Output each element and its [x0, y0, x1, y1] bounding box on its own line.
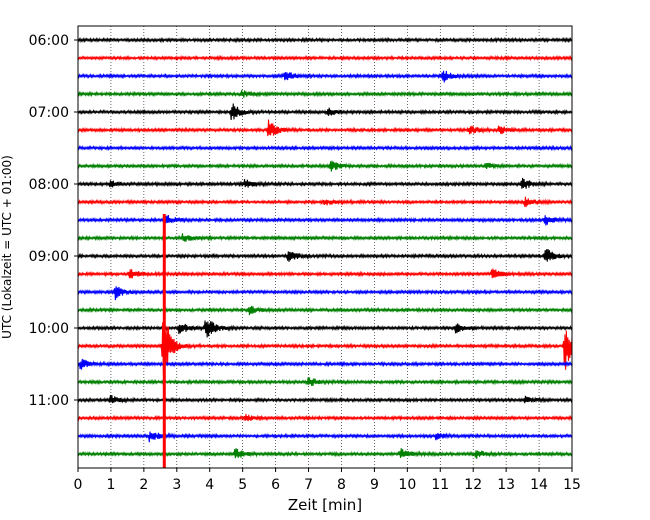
trace-11:45	[77, 448, 573, 459]
x-tick-label: 3	[172, 477, 181, 493]
x-tick-label: 11	[431, 477, 449, 493]
x-tick-label: 1	[106, 477, 115, 493]
trace-08:00	[77, 177, 573, 189]
trace-08:15	[77, 196, 573, 208]
x-tick-label: 9	[370, 477, 379, 493]
trace-09:00	[77, 249, 573, 262]
x-tick-label: 6	[271, 477, 280, 493]
trace-07:30	[77, 144, 573, 152]
x-tick-label: 13	[497, 477, 515, 493]
x-tick-label: 0	[74, 477, 83, 493]
trace-07:15	[77, 119, 573, 137]
trace-09:45	[77, 305, 573, 316]
x-axis-label: Zeit [min]	[288, 496, 362, 514]
x-tick-label: 14	[530, 477, 548, 493]
trace-11:00	[77, 395, 573, 404]
x-tick-label: 10	[398, 477, 416, 493]
x-tick-label: 15	[563, 477, 581, 493]
trace-11:30	[77, 431, 573, 443]
trace-07:00	[77, 103, 573, 121]
trace-10:45	[77, 377, 573, 386]
y-axis-label: UTC (Lokalzeit = UTC + 01:00)	[0, 155, 14, 339]
x-tick-label: 4	[205, 477, 214, 493]
trace-06:00	[77, 36, 573, 44]
trace-10:30	[77, 358, 573, 370]
x-tick-label: 7	[304, 477, 313, 493]
y-axis: 06:00 07:00 08:00 09:00 10:00 11:00	[29, 33, 78, 409]
y-tick-label: 07:00	[29, 105, 69, 121]
plot-frame	[77, 25, 573, 469]
x-tick-label: 2	[139, 477, 148, 493]
trace-06:45	[77, 89, 573, 98]
trace-06:15	[77, 54, 573, 62]
trace-08:30	[77, 214, 573, 226]
x-tick-label: 8	[337, 477, 346, 493]
x-axis: 0 1 2 3 4 5 6 7 8 9 10 11 12 13 14 15	[74, 468, 581, 493]
trace-08:45	[77, 233, 573, 242]
trace-10:15	[77, 322, 573, 378]
trace-07:45	[77, 160, 573, 172]
trace-06:30	[77, 70, 573, 83]
y-tick-label: 10:00	[29, 321, 69, 337]
x-tick-label: 12	[464, 477, 482, 493]
x-tick-label: 5	[238, 477, 247, 493]
y-tick-label: 09:00	[29, 249, 69, 265]
y-tick-label: 11:00	[29, 393, 69, 409]
traces	[77, 36, 573, 459]
y-tick-label: 08:00	[29, 177, 69, 193]
y-tick-label: 06:00	[29, 33, 69, 49]
trace-11:15	[77, 413, 573, 422]
trace-09:15	[77, 268, 573, 279]
trace-09:30	[77, 286, 573, 301]
trace-10:00	[77, 320, 573, 338]
